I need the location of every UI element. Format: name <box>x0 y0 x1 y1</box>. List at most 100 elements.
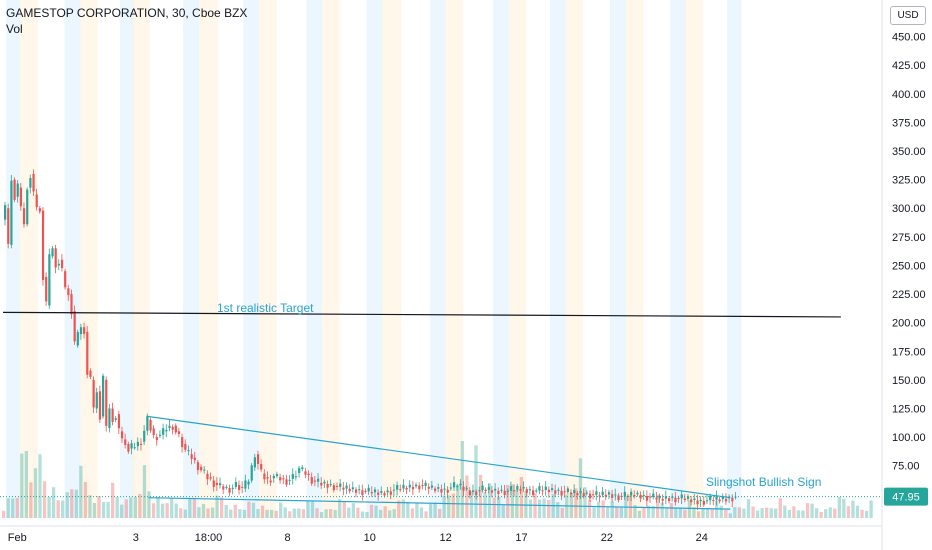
volume-bar <box>433 502 437 518</box>
candle-body <box>569 492 573 495</box>
x-tick-label: 12 <box>440 532 452 544</box>
candle-body <box>184 443 187 450</box>
candle-body <box>370 491 373 494</box>
volume-bar <box>637 510 642 518</box>
x-tick-label: 8 <box>285 532 291 544</box>
volume-bar <box>783 505 787 518</box>
candle-body <box>623 491 626 497</box>
candle-body <box>345 485 348 489</box>
candle-body <box>288 479 291 481</box>
annotation-slingshot: Slingshot Bullish Sign <box>706 475 821 489</box>
volume-bar <box>560 507 564 518</box>
candle-body <box>307 473 310 476</box>
volume-bar <box>801 510 805 518</box>
trend-lines <box>2 311 841 510</box>
volume-bar <box>506 485 510 518</box>
y-tick-label: 450.00 <box>892 32 926 44</box>
volume-bar <box>210 507 215 518</box>
candle-body <box>102 375 105 417</box>
volume-bar <box>746 499 751 518</box>
candle-body <box>551 488 554 490</box>
candle-body <box>396 485 399 490</box>
volume-bar <box>378 509 383 518</box>
candle-body <box>234 482 238 487</box>
volume-bar <box>92 503 97 518</box>
x-tick-label: 24 <box>696 532 708 544</box>
session-band <box>610 0 626 518</box>
candle-body <box>604 494 607 497</box>
volume-bar <box>696 511 701 518</box>
candle-body <box>196 462 200 470</box>
candle-body <box>402 484 405 489</box>
session-band <box>565 0 584 518</box>
candle-body <box>348 488 351 492</box>
candle-body <box>430 485 434 488</box>
candle-body <box>418 485 421 490</box>
volume-bar <box>492 497 496 518</box>
candle-body <box>639 494 642 499</box>
volume-bar <box>374 505 378 518</box>
volume-bar <box>288 511 292 518</box>
volume-bar <box>269 509 274 518</box>
volume-bar <box>274 510 278 518</box>
candle-body <box>440 489 443 493</box>
volume-bar <box>737 507 742 518</box>
session-band <box>306 0 323 518</box>
price-tag-box <box>884 487 928 506</box>
volume-bar <box>347 507 351 518</box>
volume-bar <box>265 509 269 518</box>
candle-body <box>342 487 345 490</box>
candle-body <box>73 311 76 342</box>
volume-bar <box>342 500 346 518</box>
candle-body <box>86 331 89 375</box>
volume-bar <box>669 503 673 518</box>
candle-body <box>655 497 658 500</box>
candle-body <box>421 485 424 487</box>
volume-bar <box>42 481 47 518</box>
volume-bar <box>687 500 692 518</box>
candle-body <box>241 486 244 488</box>
candle-body <box>664 496 668 499</box>
y-tick-label: 225.00 <box>892 289 926 301</box>
volume-bar <box>769 508 773 518</box>
candle-body <box>715 496 718 500</box>
candles <box>4 169 737 510</box>
volume-bar <box>79 465 83 518</box>
currency-badge[interactable]: USD <box>890 6 926 25</box>
volume-bar <box>201 503 206 518</box>
candle-body <box>260 463 263 470</box>
volume-bar <box>692 507 696 518</box>
volume-bar <box>83 482 88 518</box>
volume-bar <box>610 501 614 518</box>
volume-bar <box>742 508 746 518</box>
candle-body <box>57 263 60 266</box>
candle-body <box>399 489 402 491</box>
candle-body <box>500 489 503 491</box>
candle-body <box>446 489 449 493</box>
volume-bar <box>814 508 819 518</box>
candle-body <box>354 489 358 493</box>
volume-bar <box>392 509 396 518</box>
candle-body <box>383 493 386 496</box>
candle-body <box>105 379 108 426</box>
candle-body <box>298 468 301 474</box>
candle-body <box>582 493 585 497</box>
volume-bar <box>501 504 505 518</box>
candle-body <box>522 487 525 489</box>
candle-body <box>250 465 253 481</box>
volume-bar <box>51 487 56 518</box>
candle-body <box>95 392 98 409</box>
session-band <box>20 0 38 518</box>
volume-bar <box>846 506 851 518</box>
volume-bar <box>665 507 669 518</box>
volume-bar <box>129 497 133 518</box>
candle-body <box>310 477 313 484</box>
candle-body <box>361 490 364 495</box>
candle-body <box>114 418 117 420</box>
candle-body <box>263 473 266 480</box>
candle-body <box>645 495 649 501</box>
candle-body <box>158 434 162 436</box>
candle-body <box>294 476 298 478</box>
candle-body <box>566 488 570 492</box>
